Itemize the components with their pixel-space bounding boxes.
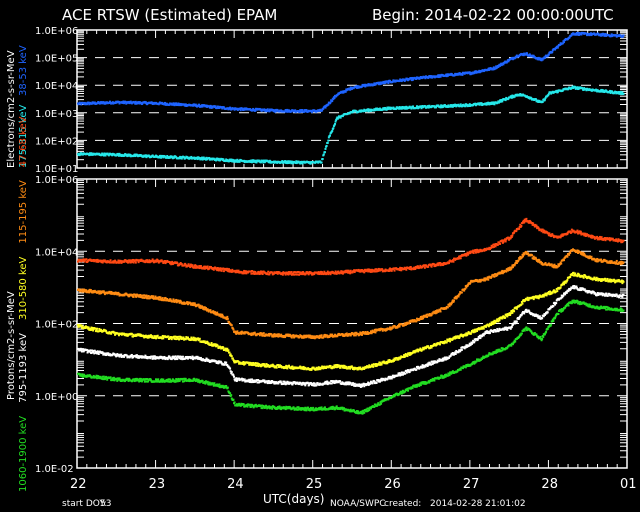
- y-tick-label: 1.0E+02: [35, 136, 78, 147]
- legend-e-175-315: 175-315 keV: [18, 104, 29, 168]
- legend-e-38-53: 38-53 keV: [18, 45, 29, 96]
- electron-ylabel: Electrons/cm2-s-sr-MeV: [6, 50, 17, 168]
- y-tick-label: 1.0E+01: [35, 164, 78, 175]
- y-tick-label: 1.0E+04: [35, 81, 78, 92]
- y-tick-label: 1.0E+00: [35, 392, 78, 403]
- start-doy-value: 53: [100, 499, 111, 509]
- x-axis-label: UTC(days): [263, 492, 324, 506]
- created-label: created:: [384, 499, 421, 509]
- electron-legend: 175-315 keV 38-53 keV: [18, 45, 29, 168]
- electron-unit-label: Electrons/cm2-s-sr-MeV: [6, 50, 17, 168]
- x-tick-label: 22: [70, 477, 87, 492]
- x-tick-label: 25: [306, 477, 323, 492]
- source-label: NOAA/SWPC: [330, 499, 386, 509]
- series-47-68-keV: [77, 217, 625, 276]
- legend-310-580-keV: 310-580 keV: [18, 256, 29, 320]
- legend-795-1193-keV: 795-1193 keV: [18, 333, 29, 403]
- y-tick-label: 1.0E+05: [35, 54, 78, 65]
- created-timestamp: 2014-02-28 21:01:02: [430, 499, 526, 509]
- x-tick-label: 26: [384, 477, 401, 492]
- legend-1060-1900-keV: 1060-1900 keV: [18, 416, 29, 492]
- proton-ylabel: Protons/cm2-s-sr-MeV: [6, 291, 17, 400]
- series-795-1193-keV: [77, 284, 625, 388]
- legend-47-68-keV: 47-68 keV: [18, 116, 29, 167]
- x-tick-label: 27: [463, 477, 480, 492]
- legend-115-195-keV: 115-195 keV: [18, 180, 29, 244]
- y-tick-label: 1.0E+04: [35, 247, 78, 258]
- proton-panel: 1.0E-02 1.0E+00 1.0E+02 1.0E+04 1.0E+06 22 23 2…: [35, 175, 637, 492]
- y-tick-label: 1.0E+02: [35, 320, 78, 331]
- x-tick-label: 01: [620, 477, 637, 492]
- start-doy-label: start DOY:: [62, 499, 107, 509]
- series-1060-1900-keV: [77, 299, 625, 415]
- series-175-315-keV: [77, 85, 625, 165]
- chart-title: ACE RTSW (Estimated) EPAM: [62, 6, 277, 24]
- series-38-53-keV: [77, 31, 625, 114]
- x-tick-label: 23: [149, 477, 166, 492]
- proton-unit-label: Protons/cm2-s-sr-MeV: [6, 291, 17, 400]
- electron-panel: 1.0E+01 1.0E+02 1.0E+03 1.0E+04 1.0E+05 1.0E+…: [35, 26, 628, 175]
- y-tick-label: 1.0E-02: [35, 464, 74, 475]
- y-tick-label: 1.0E+03: [35, 109, 78, 120]
- begin-time: Begin: 2014-02-22 00:00:00UTC: [372, 6, 614, 24]
- y-tick-label: 1.0E+06: [35, 175, 78, 186]
- proton-legend: 1060-1900 keV 795-1193 keV 310-580 keV 115-…: [18, 116, 29, 492]
- series-310-580-keV: [77, 271, 625, 371]
- y-tick-label: 1.0E+06: [35, 26, 78, 37]
- x-tick-label: 28: [541, 477, 558, 492]
- x-tick-label: 24: [227, 477, 244, 492]
- series-115-195-keV: [77, 248, 625, 340]
